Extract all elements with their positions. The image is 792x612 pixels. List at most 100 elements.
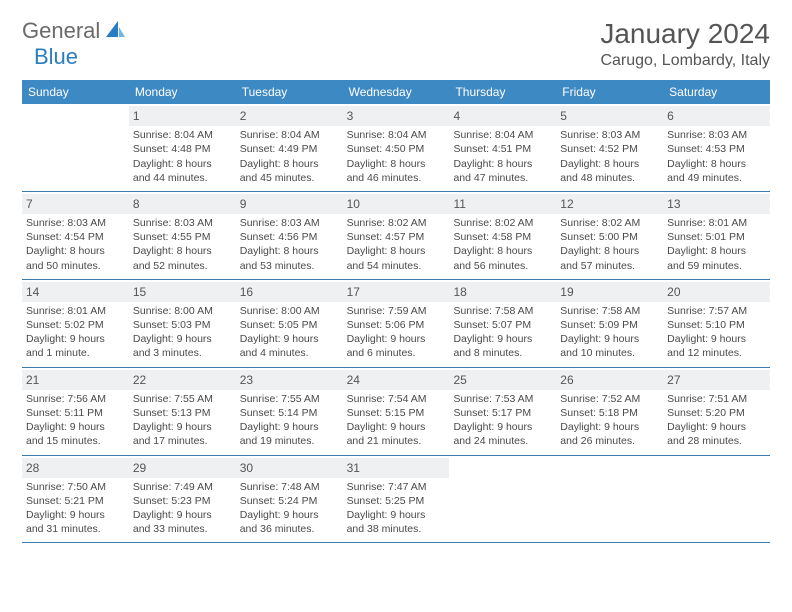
day-cell: 3Sunrise: 8:04 AMSunset: 4:50 PMDaylight… (343, 104, 450, 191)
day-cell: 27Sunrise: 7:51 AMSunset: 5:20 PMDayligh… (663, 368, 770, 455)
day-number: 9 (236, 194, 343, 214)
day-cell (22, 104, 129, 191)
day-detail-line: Sunrise: 7:48 AM (240, 480, 339, 494)
day-detail-line: Sunset: 5:06 PM (347, 318, 446, 332)
day-number: 14 (22, 282, 129, 302)
day-number: 8 (129, 194, 236, 214)
day-number: 1 (129, 106, 236, 126)
day-number: 17 (343, 282, 450, 302)
day-detail-line: Sunset: 4:51 PM (453, 142, 552, 156)
day-detail-line: Sunset: 4:50 PM (347, 142, 446, 156)
day-detail-line: Daylight: 8 hours (347, 244, 446, 258)
day-cell: 7Sunrise: 8:03 AMSunset: 4:54 PMDaylight… (22, 192, 129, 279)
day-detail-line: Sunset: 5:13 PM (133, 406, 232, 420)
day-detail-line: Sunset: 5:11 PM (26, 406, 125, 420)
day-header-cell: Friday (556, 80, 663, 104)
day-detail-line: and 49 minutes. (667, 171, 766, 185)
day-number: 6 (663, 106, 770, 126)
day-cell: 23Sunrise: 7:55 AMSunset: 5:14 PMDayligh… (236, 368, 343, 455)
day-detail-line: Daylight: 9 hours (26, 508, 125, 522)
day-detail-line: and 36 minutes. (240, 522, 339, 536)
calendar: SundayMondayTuesdayWednesdayThursdayFrid… (22, 80, 770, 543)
header: General January 2024 Carugo, Lombardy, I… (22, 18, 770, 70)
day-cell: 16Sunrise: 8:00 AMSunset: 5:05 PMDayligh… (236, 280, 343, 367)
day-number: 16 (236, 282, 343, 302)
day-cell: 5Sunrise: 8:03 AMSunset: 4:52 PMDaylight… (556, 104, 663, 191)
day-detail-line: and 21 minutes. (347, 434, 446, 448)
day-detail-line: Daylight: 9 hours (667, 420, 766, 434)
day-detail-line: Sunrise: 7:47 AM (347, 480, 446, 494)
day-number: 25 (449, 370, 556, 390)
day-detail-line: Sunset: 4:49 PM (240, 142, 339, 156)
day-detail-line: Sunrise: 7:59 AM (347, 304, 446, 318)
day-number: 7 (22, 194, 129, 214)
day-cell: 21Sunrise: 7:56 AMSunset: 5:11 PMDayligh… (22, 368, 129, 455)
day-cell (449, 456, 556, 543)
day-detail-line: Daylight: 9 hours (667, 332, 766, 346)
day-number: 18 (449, 282, 556, 302)
logo: General (22, 18, 128, 44)
day-cell: 10Sunrise: 8:02 AMSunset: 4:57 PMDayligh… (343, 192, 450, 279)
day-detail-line: and 33 minutes. (133, 522, 232, 536)
day-detail-line: Sunset: 4:52 PM (560, 142, 659, 156)
day-detail-line: Daylight: 8 hours (240, 157, 339, 171)
day-detail-line: and 26 minutes. (560, 434, 659, 448)
day-number (556, 458, 663, 476)
week-row: 21Sunrise: 7:56 AMSunset: 5:11 PMDayligh… (22, 368, 770, 456)
day-cell: 11Sunrise: 8:02 AMSunset: 4:58 PMDayligh… (449, 192, 556, 279)
day-number: 12 (556, 194, 663, 214)
day-cell: 6Sunrise: 8:03 AMSunset: 4:53 PMDaylight… (663, 104, 770, 191)
day-detail-line: Sunset: 4:53 PM (667, 142, 766, 156)
day-number: 27 (663, 370, 770, 390)
week-row: 28Sunrise: 7:50 AMSunset: 5:21 PMDayligh… (22, 456, 770, 544)
day-number: 22 (129, 370, 236, 390)
day-detail-line: Sunset: 4:48 PM (133, 142, 232, 156)
day-detail-line: Sunset: 5:05 PM (240, 318, 339, 332)
day-detail-line: and 3 minutes. (133, 346, 232, 360)
day-detail-line: and 38 minutes. (347, 522, 446, 536)
day-detail-line: Daylight: 8 hours (133, 157, 232, 171)
day-detail-line: Sunrise: 7:58 AM (560, 304, 659, 318)
week-row: 14Sunrise: 8:01 AMSunset: 5:02 PMDayligh… (22, 280, 770, 368)
day-detail-line: and 47 minutes. (453, 171, 552, 185)
day-detail-line: Sunrise: 8:02 AM (560, 216, 659, 230)
day-cell: 4Sunrise: 8:04 AMSunset: 4:51 PMDaylight… (449, 104, 556, 191)
day-detail-line: and 28 minutes. (667, 434, 766, 448)
day-cell: 20Sunrise: 7:57 AMSunset: 5:10 PMDayligh… (663, 280, 770, 367)
day-detail-line: Sunrise: 7:56 AM (26, 392, 125, 406)
day-cell: 1Sunrise: 8:04 AMSunset: 4:48 PMDaylight… (129, 104, 236, 191)
day-detail-line: Sunset: 5:25 PM (347, 494, 446, 508)
day-detail-line: and 53 minutes. (240, 259, 339, 273)
day-detail-line: Sunset: 4:58 PM (453, 230, 552, 244)
day-detail-line: Daylight: 9 hours (453, 420, 552, 434)
location: Carugo, Lombardy, Italy (600, 52, 770, 70)
day-number: 13 (663, 194, 770, 214)
logo-sail-icon (104, 19, 126, 44)
day-cell: 22Sunrise: 7:55 AMSunset: 5:13 PMDayligh… (129, 368, 236, 455)
day-detail-line: Sunrise: 7:51 AM (667, 392, 766, 406)
day-detail-line: Sunset: 4:57 PM (347, 230, 446, 244)
day-number (663, 458, 770, 476)
day-detail-line: Sunset: 5:07 PM (453, 318, 552, 332)
day-detail-line: Sunrise: 7:50 AM (26, 480, 125, 494)
day-detail-line: Sunrise: 8:04 AM (240, 128, 339, 142)
day-header-row: SundayMondayTuesdayWednesdayThursdayFrid… (22, 80, 770, 104)
day-detail-line: Daylight: 9 hours (347, 420, 446, 434)
day-detail-line: Sunrise: 7:55 AM (240, 392, 339, 406)
day-cell: 31 Sunrise: 7:47 AMSunset: 5:25 PMDayligh… (343, 456, 450, 543)
day-detail-line: Sunset: 4:56 PM (240, 230, 339, 244)
day-detail-line: Sunrise: 7:54 AM (347, 392, 446, 406)
day-detail-line: Sunset: 5:01 PM (667, 230, 766, 244)
day-detail-line: Daylight: 9 hours (453, 332, 552, 346)
day-detail-line: Daylight: 9 hours (133, 420, 232, 434)
day-number (22, 106, 129, 124)
day-detail-line: Daylight: 8 hours (453, 157, 552, 171)
day-detail-line: and 1 minute. (26, 346, 125, 360)
logo-text-blue: Blue (34, 44, 78, 69)
day-detail-line: Sunrise: 8:01 AM (26, 304, 125, 318)
day-number: 31 (343, 458, 450, 478)
day-detail-line: and 24 minutes. (453, 434, 552, 448)
day-detail-line: Sunrise: 7:53 AM (453, 392, 552, 406)
day-detail-line: Daylight: 9 hours (347, 508, 446, 522)
day-number: 29 (129, 458, 236, 478)
